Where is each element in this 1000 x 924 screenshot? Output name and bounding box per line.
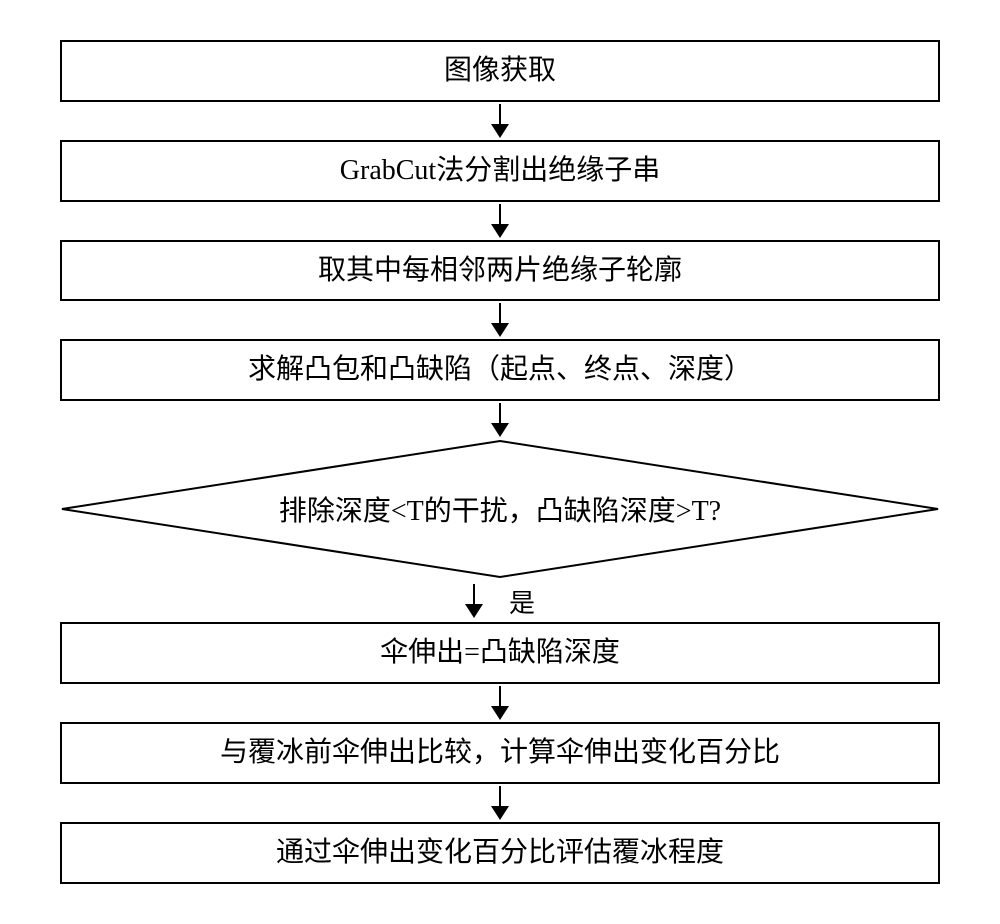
yes-label: 是 — [509, 583, 535, 620]
step-box: 与覆冰前伞伸出比较，计算伞伸出变化百分比 — [60, 722, 940, 784]
arrow — [491, 786, 509, 820]
decision-label: 排除深度<T的干扰，凸缺陷深度>T? — [279, 489, 721, 529]
step-box: 通过伞伸出变化百分比评估覆冰程度 — [60, 822, 940, 884]
arrow — [491, 686, 509, 720]
step-box: 伞伸出=凸缺陷深度 — [60, 622, 940, 684]
step-box: 求解凸包和凸缺陷（起点、终点、深度） — [60, 339, 940, 401]
step-box: 图像获取 — [60, 40, 940, 102]
flowchart: 图像获取 GrabCut法分割出绝缘子串 取其中每相邻两片绝缘子轮廓 求解凸包和… — [60, 40, 940, 884]
arrow — [491, 204, 509, 238]
arrow — [491, 303, 509, 337]
arrow — [491, 403, 509, 437]
arrow — [491, 104, 509, 138]
step-box: GrabCut法分割出绝缘子串 — [60, 140, 940, 202]
arrow-yes: 是 — [465, 581, 535, 620]
step-box: 取其中每相邻两片绝缘子轮廓 — [60, 240, 940, 302]
decision-diamond: 排除深度<T的干扰，凸缺陷深度>T? — [60, 439, 940, 579]
